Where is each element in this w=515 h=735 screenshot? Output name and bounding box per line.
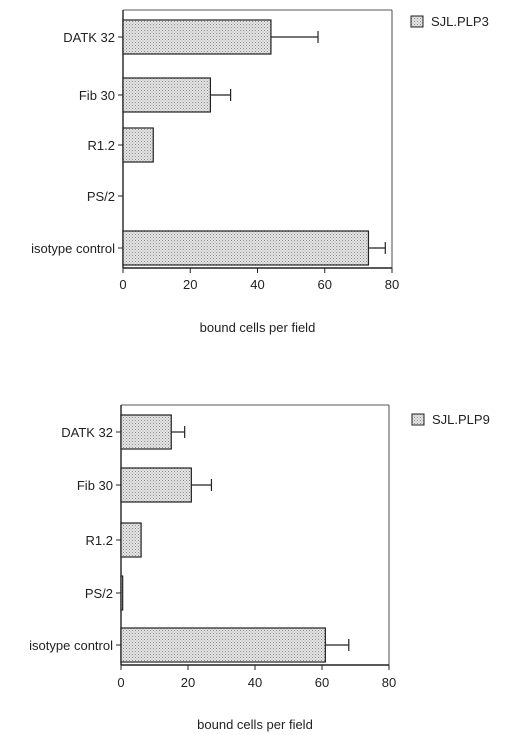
bar [120, 627, 326, 663]
y-axis-ticks: DATK 32 Fib 30 R1.2 PS/2 isotype control [29, 425, 121, 653]
y-tick-label: PS/2 [87, 189, 115, 204]
legend: SJL.PLP9 [411, 412, 490, 427]
error-bars-group [210, 31, 386, 254]
bars-group [120, 414, 326, 663]
bar [120, 467, 192, 503]
y-tick-label: PS/2 [85, 586, 113, 601]
bar [122, 77, 212, 113]
chart-panel-top: DATK 32 Fib 30 R1.2 PS/2 isotype control 0 20… [31, 9, 489, 335]
y-tick-label: DATK 32 [61, 425, 113, 440]
bar [120, 522, 142, 558]
x-tick-label: 80 [382, 675, 396, 690]
legend-label: SJL.PLP9 [432, 412, 490, 427]
x-axis-ticks: 0 20 40 60 80 [117, 665, 396, 690]
x-tick-label: 20 [181, 675, 195, 690]
bar [120, 575, 124, 611]
bar [122, 230, 370, 266]
x-axis-label: bound cells per field [197, 717, 313, 732]
chart-panel-bottom: DATK 32 Fib 30 R1.2 PS/2 isotype control 0 20… [29, 404, 490, 732]
x-tick-label: 0 [119, 277, 126, 292]
y-tick-label: DATK 32 [63, 30, 115, 45]
legend-swatch [411, 413, 425, 426]
y-tick-label: R1.2 [88, 138, 115, 153]
y-tick-label: R1.2 [86, 533, 113, 548]
x-tick-label: 40 [250, 277, 264, 292]
legend-label: SJL.PLP3 [431, 14, 489, 29]
y-tick-label: Fib 30 [77, 478, 113, 493]
x-tick-label: 80 [385, 277, 399, 292]
legend-swatch [410, 15, 424, 28]
y-tick-label: isotype control [29, 638, 113, 653]
legend: SJL.PLP3 [410, 14, 489, 29]
bar [122, 127, 154, 163]
x-tick-label: 40 [248, 675, 262, 690]
bar [120, 414, 172, 450]
y-tick-label: Fib 30 [79, 88, 115, 103]
bar [122, 19, 272, 55]
x-tick-label: 20 [183, 277, 197, 292]
x-axis-ticks: 0 20 40 60 80 [119, 268, 399, 292]
bars-group [122, 19, 370, 266]
y-axis-ticks: DATK 32 Fib 30 R1.2 PS/2 isotype control [31, 30, 123, 256]
x-axis-label: bound cells per field [200, 320, 316, 335]
x-tick-label: 60 [315, 675, 329, 690]
x-tick-label: 60 [318, 277, 332, 292]
y-tick-label: isotype control [31, 241, 115, 256]
error-bars-group [171, 426, 350, 651]
x-tick-label: 0 [117, 675, 124, 690]
